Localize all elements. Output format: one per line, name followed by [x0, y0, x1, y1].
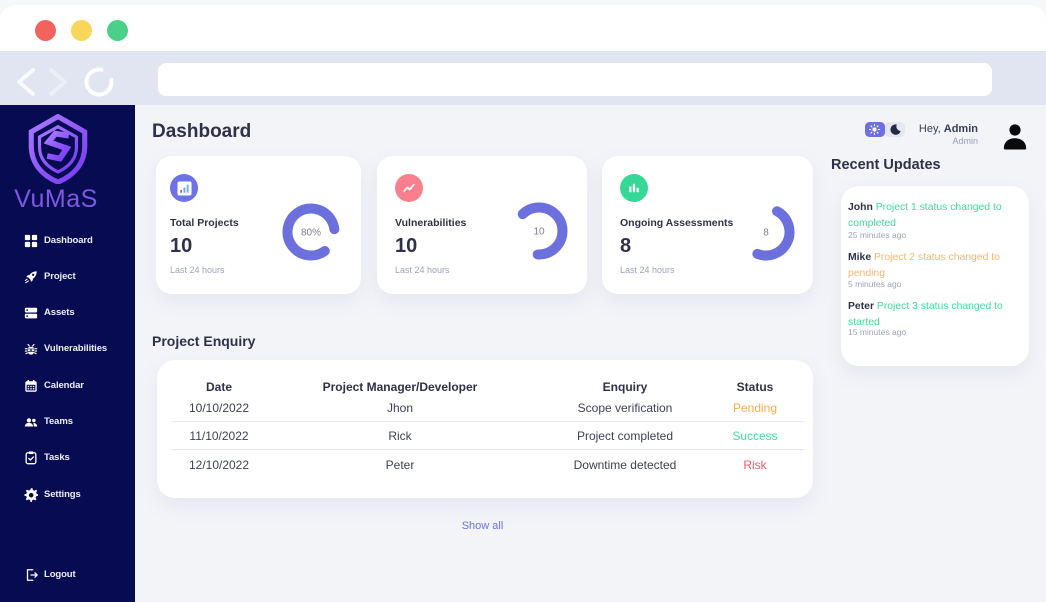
- svg-text:80%: 80%: [301, 228, 321, 239]
- svg-text:8: 8: [763, 228, 769, 239]
- svg-text:10: 10: [533, 227, 545, 238]
